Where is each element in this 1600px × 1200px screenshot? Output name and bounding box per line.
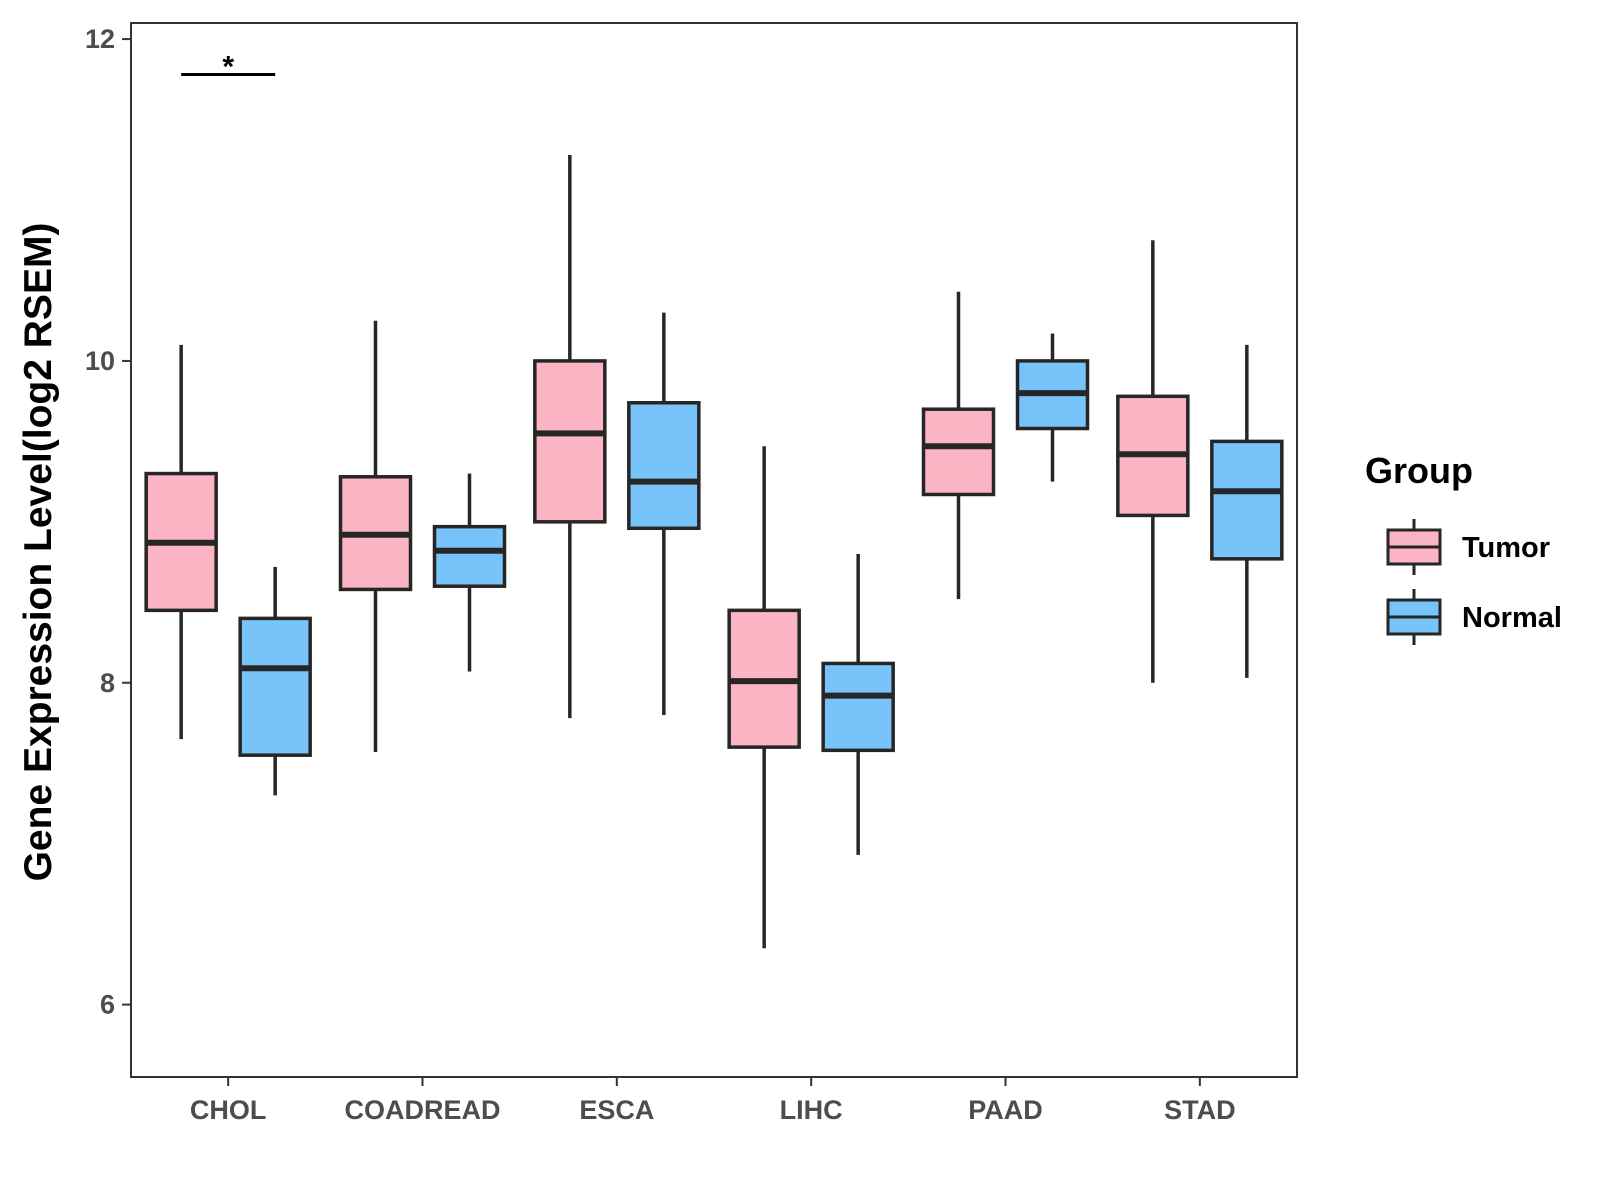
- box-tumor-coadread: [338, 320, 413, 752]
- box-normal-paad: [1015, 333, 1090, 482]
- y-axis-title: Gene Expression Level(log2 RSEM): [17, 223, 60, 882]
- box-tumor-lihc: [727, 446, 801, 949]
- box-normal-chol: [238, 566, 312, 796]
- legend-item-normal: Normal: [1386, 589, 1562, 645]
- box-normal-esca: [627, 312, 701, 715]
- box-normal-coadread: [432, 473, 507, 672]
- legend-title: Group: [1365, 450, 1473, 491]
- box-body: [533, 359, 607, 524]
- box-body: [432, 524, 507, 588]
- box-body: [627, 401, 701, 531]
- axes-layer: 6 8 10 12 CHOL COADREAD ESCA LIHC PAAD STAD: [85, 24, 1236, 1125]
- legend-item-label: Normal: [1462, 602, 1562, 634]
- y-tick-label: 12: [85, 24, 115, 54]
- significance-label: *: [222, 50, 234, 83]
- box-tumor-chol: [144, 344, 218, 740]
- box-tumor-stad: [1116, 240, 1190, 683]
- box-body: [821, 661, 895, 753]
- box-body: [921, 407, 996, 497]
- x-tick-label: CHOL: [190, 1095, 267, 1125]
- x-tick-label: PAAD: [968, 1095, 1043, 1125]
- x-tick-label: ESCA: [579, 1095, 654, 1125]
- box-series-layer: *: [144, 50, 1284, 949]
- plot-panel: [130, 22, 1298, 1078]
- legend-item-label: Tumor: [1462, 532, 1550, 564]
- box-body: [238, 616, 312, 757]
- x-tick-label: COADREAD: [344, 1095, 500, 1125]
- x-tick-label: STAD: [1164, 1095, 1236, 1125]
- box-normal-stad: [1210, 344, 1284, 678]
- y-tick-label: 8: [100, 668, 115, 698]
- legend-item-tumor: Tumor: [1386, 519, 1550, 575]
- box-normal-lihc: [821, 554, 895, 855]
- box-body: [1210, 439, 1284, 561]
- box-tumor-paad: [921, 291, 996, 600]
- panel-border: [130, 22, 1298, 1078]
- y-tick-label: 10: [85, 346, 115, 376]
- legend: Group Tumor Normal: [1365, 450, 1562, 645]
- box-tumor-esca: [533, 154, 607, 719]
- x-tick-label: LIHC: [780, 1095, 843, 1125]
- y-tick-label: 6: [100, 990, 115, 1020]
